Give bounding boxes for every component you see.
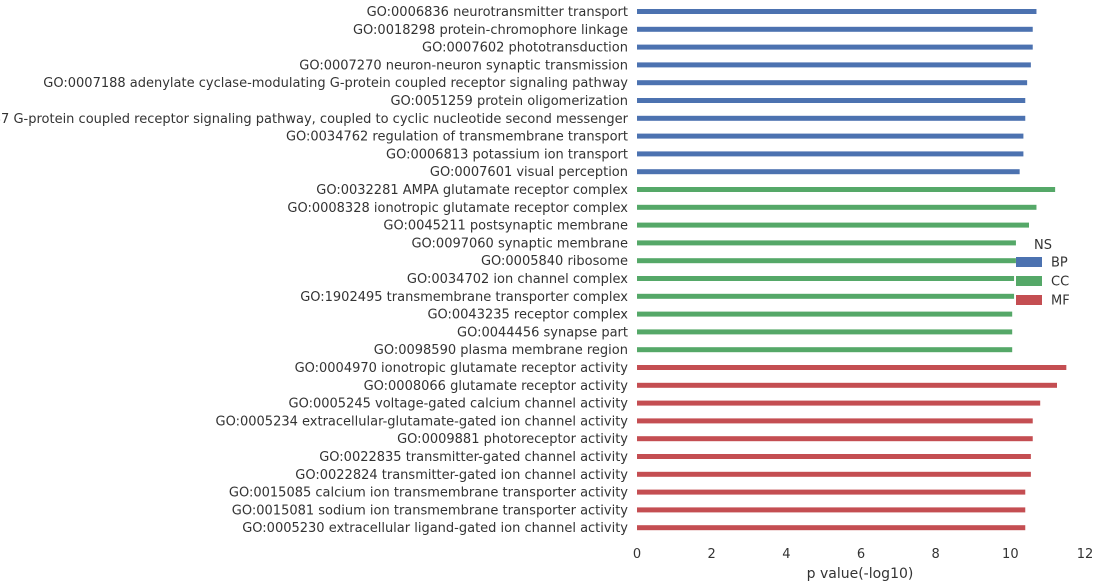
bar-bp xyxy=(637,151,1024,157)
category-labels: GO:0006836 neurotransmitter transport GO:… xyxy=(0,5,629,536)
bar-bp xyxy=(637,169,1020,175)
bar-bp xyxy=(637,26,1033,32)
bar-mf xyxy=(637,400,1041,406)
category-label: GO:0034762 regulation of transmembrane t… xyxy=(286,130,628,145)
bar-bp xyxy=(637,115,1026,121)
bar-cc xyxy=(637,347,1013,353)
bar-bp xyxy=(637,44,1033,50)
x-tick-label: 0 xyxy=(633,547,641,562)
category-label: GO:0004970 ionotropic glutamate receptor… xyxy=(295,361,629,376)
category-label: GO:0044456 synapse part xyxy=(457,325,628,340)
x-tick-label: 12 xyxy=(1077,547,1094,562)
bar-mf xyxy=(637,525,1026,531)
category-label: GO:0007270 neuron-neuron synaptic transm… xyxy=(299,58,628,73)
bar-cc xyxy=(637,311,1013,317)
bar-cc xyxy=(637,293,1015,299)
category-label: GO:0018298 protein-chromophore linkage xyxy=(353,23,628,38)
bar-mf xyxy=(637,365,1067,370)
category-label: GO:0005245 voltage-gated calcium channel… xyxy=(289,397,629,412)
category-label: GO:0008328 ionotropic glutamate receptor… xyxy=(287,201,628,216)
bar-mf xyxy=(637,418,1033,424)
category-label: GO:0043235 receptor complex xyxy=(427,308,628,323)
bar-bp xyxy=(637,9,1037,14)
legend-swatch-cc xyxy=(1016,276,1042,286)
legend-entries: BP CC MF xyxy=(1016,256,1070,309)
category-label: GO:0007602 phototransduction xyxy=(422,41,628,56)
x-axis-title: p value(-log10) xyxy=(807,566,914,582)
category-label: GO:0022835 transmitter-gated channel act… xyxy=(319,450,628,465)
bar-cc xyxy=(637,222,1029,228)
category-label: GO:0045211 postsynaptic membrane xyxy=(383,219,628,234)
category-label: GO:0005230 extracellular ligand-gated io… xyxy=(242,521,628,536)
category-label: GO:0022824 transmitter-gated ion channel… xyxy=(295,468,628,483)
legend-label-bp: BP xyxy=(1051,256,1068,271)
legend-swatch-mf xyxy=(1016,295,1042,305)
bar-bp xyxy=(637,80,1028,86)
bar-cc xyxy=(637,240,1016,246)
bar-mf xyxy=(637,507,1026,513)
category-label: GO:0097060 synaptic membrane xyxy=(411,236,628,251)
x-tick-label: 10 xyxy=(1002,547,1019,562)
legend: NS BP CC MF xyxy=(1016,238,1070,309)
category-label: GO:0007601 visual perception xyxy=(430,165,628,180)
bar-mf xyxy=(637,436,1033,442)
category-label: GO:0006813 potassium ion transport xyxy=(386,147,628,162)
legend-swatch-bp xyxy=(1016,257,1042,267)
bar-mf xyxy=(637,382,1057,388)
category-label: GO:0005840 ribosome xyxy=(481,254,628,269)
category-label: GO:0005234 extracellular-glutamate-gated… xyxy=(216,414,629,429)
bars-layer xyxy=(637,9,1067,531)
bar-cc xyxy=(637,276,1015,281)
category-label: GO:0007188 adenylate cyclase-modulating … xyxy=(43,76,628,91)
legend-label-cc: CC xyxy=(1051,275,1069,290)
category-label: GO:0006836 neurotransmitter transport xyxy=(367,5,628,20)
x-tick-label: 6 xyxy=(857,547,865,562)
category-label: GO:0051259 protein oligomerization xyxy=(390,94,628,109)
bar-mf xyxy=(637,471,1031,477)
x-tick-label: 8 xyxy=(932,547,940,562)
x-axis-ticks: 0 2 4 6 8 10 12 xyxy=(633,547,1093,562)
bar-cc xyxy=(637,204,1037,210)
category-label: GO:0008066 glutamate receptor activity xyxy=(364,379,629,394)
category-label: GO:0032281 AMPA glutamate receptor compl… xyxy=(316,183,628,198)
bar-bp xyxy=(637,62,1031,68)
legend-title: NS xyxy=(1034,238,1052,253)
bar-mf xyxy=(637,489,1026,495)
x-tick-label: 4 xyxy=(782,547,790,562)
bar-bp xyxy=(637,133,1024,139)
category-label: GO:1902495 transmembrane transporter com… xyxy=(300,290,628,305)
category-label: GO:0098590 plasma membrane region xyxy=(374,343,628,358)
category-label: GO:0015081 sodium ion transmembrane tran… xyxy=(232,503,628,518)
category-label: GO:0009881 photoreceptor activity xyxy=(397,432,628,447)
bar-cc xyxy=(637,329,1013,335)
x-tick-label: 2 xyxy=(708,547,716,562)
category-label: GO:0015085 calcium ion transmembrane tra… xyxy=(229,486,628,501)
bar-cc xyxy=(637,187,1056,192)
bar-cc xyxy=(637,258,1016,264)
category-label: GO:0007187 G-protein coupled receptor si… xyxy=(0,112,629,127)
bar-mf xyxy=(637,454,1031,459)
category-label: GO:0034702 ion channel complex xyxy=(407,272,628,287)
bar-bp xyxy=(637,98,1026,103)
legend-label-mf: MF xyxy=(1051,294,1070,309)
